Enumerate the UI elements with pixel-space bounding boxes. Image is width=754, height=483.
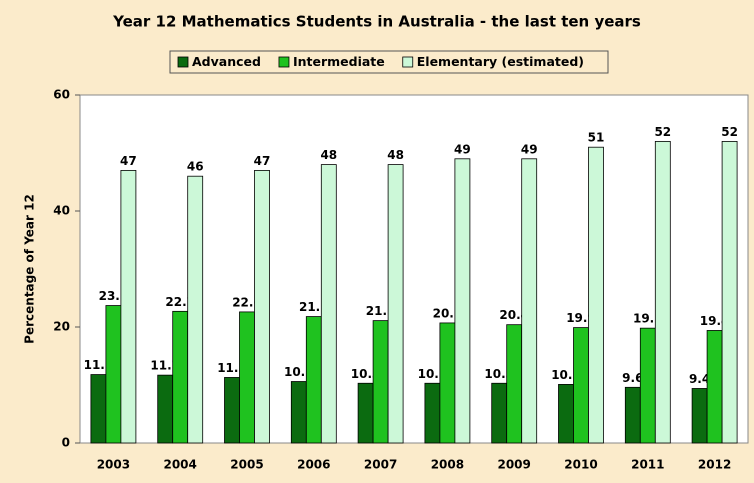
bar — [239, 311, 255, 444]
legend-swatch — [278, 56, 290, 68]
x-tick-label: 2010 — [564, 458, 597, 472]
data-label: 49 — [521, 142, 538, 156]
bar — [639, 327, 656, 444]
bar — [305, 316, 322, 444]
data-label: 49 — [454, 142, 471, 156]
x-tick-label: 2007 — [364, 458, 397, 472]
bar — [558, 384, 574, 444]
bar — [320, 164, 337, 444]
bar — [224, 377, 240, 444]
bar — [387, 164, 404, 444]
bar — [90, 374, 107, 444]
bar — [721, 140, 738, 444]
data-label: 48 — [387, 148, 404, 162]
bar — [654, 140, 671, 444]
bar — [454, 158, 471, 444]
bar — [706, 330, 723, 444]
legend-label: Elementary (estimated) — [417, 54, 584, 69]
bar — [372, 320, 389, 444]
bar — [290, 381, 307, 444]
data-label: 47 — [120, 154, 137, 168]
x-tick-label: 2003 — [97, 458, 130, 472]
bar — [573, 327, 589, 444]
legend-swatch — [177, 56, 189, 68]
data-label: 9.4 — [689, 372, 710, 386]
bar — [521, 158, 538, 444]
legend-label: Intermediate — [293, 54, 385, 69]
bar — [187, 175, 204, 444]
bar — [105, 305, 122, 444]
bar — [424, 382, 441, 444]
x-tick-label: 2009 — [497, 458, 530, 472]
bar — [157, 374, 174, 444]
bar — [588, 146, 604, 444]
bar — [120, 169, 137, 444]
legend-box — [169, 50, 609, 74]
data-label: 46 — [187, 160, 204, 174]
x-tick-label: 2012 — [698, 458, 731, 472]
x-tick-label: 2008 — [431, 458, 464, 472]
x-tick-label: 2006 — [297, 458, 330, 472]
bar — [357, 382, 374, 444]
data-label: 9.6 — [622, 371, 643, 385]
y-tick-label: 60 — [53, 88, 70, 102]
legend-swatch — [402, 56, 414, 68]
x-tick-label: 2005 — [230, 458, 263, 472]
y-axis-label: Percentage of Year 12 — [23, 194, 37, 344]
chart-title: Year 12 Mathematics Students in Australi… — [112, 13, 641, 31]
bar — [691, 388, 708, 444]
bar — [439, 322, 456, 444]
bar — [491, 382, 508, 444]
bar — [506, 324, 523, 444]
y-tick-label: 0 — [62, 436, 70, 450]
data-label: 48 — [320, 148, 337, 162]
data-label: 52 — [654, 125, 671, 139]
legend-label: Advanced — [192, 54, 261, 69]
data-label: 51 — [588, 131, 605, 145]
data-label: 52 — [721, 125, 738, 139]
data-label: 47 — [254, 154, 271, 168]
bar — [172, 310, 189, 444]
bar — [624, 386, 641, 444]
bar — [254, 169, 270, 444]
x-tick-label: 2004 — [163, 458, 196, 472]
y-tick-label: 40 — [53, 204, 70, 218]
x-tick-label: 2011 — [631, 458, 664, 472]
y-tick-label: 20 — [53, 320, 70, 334]
